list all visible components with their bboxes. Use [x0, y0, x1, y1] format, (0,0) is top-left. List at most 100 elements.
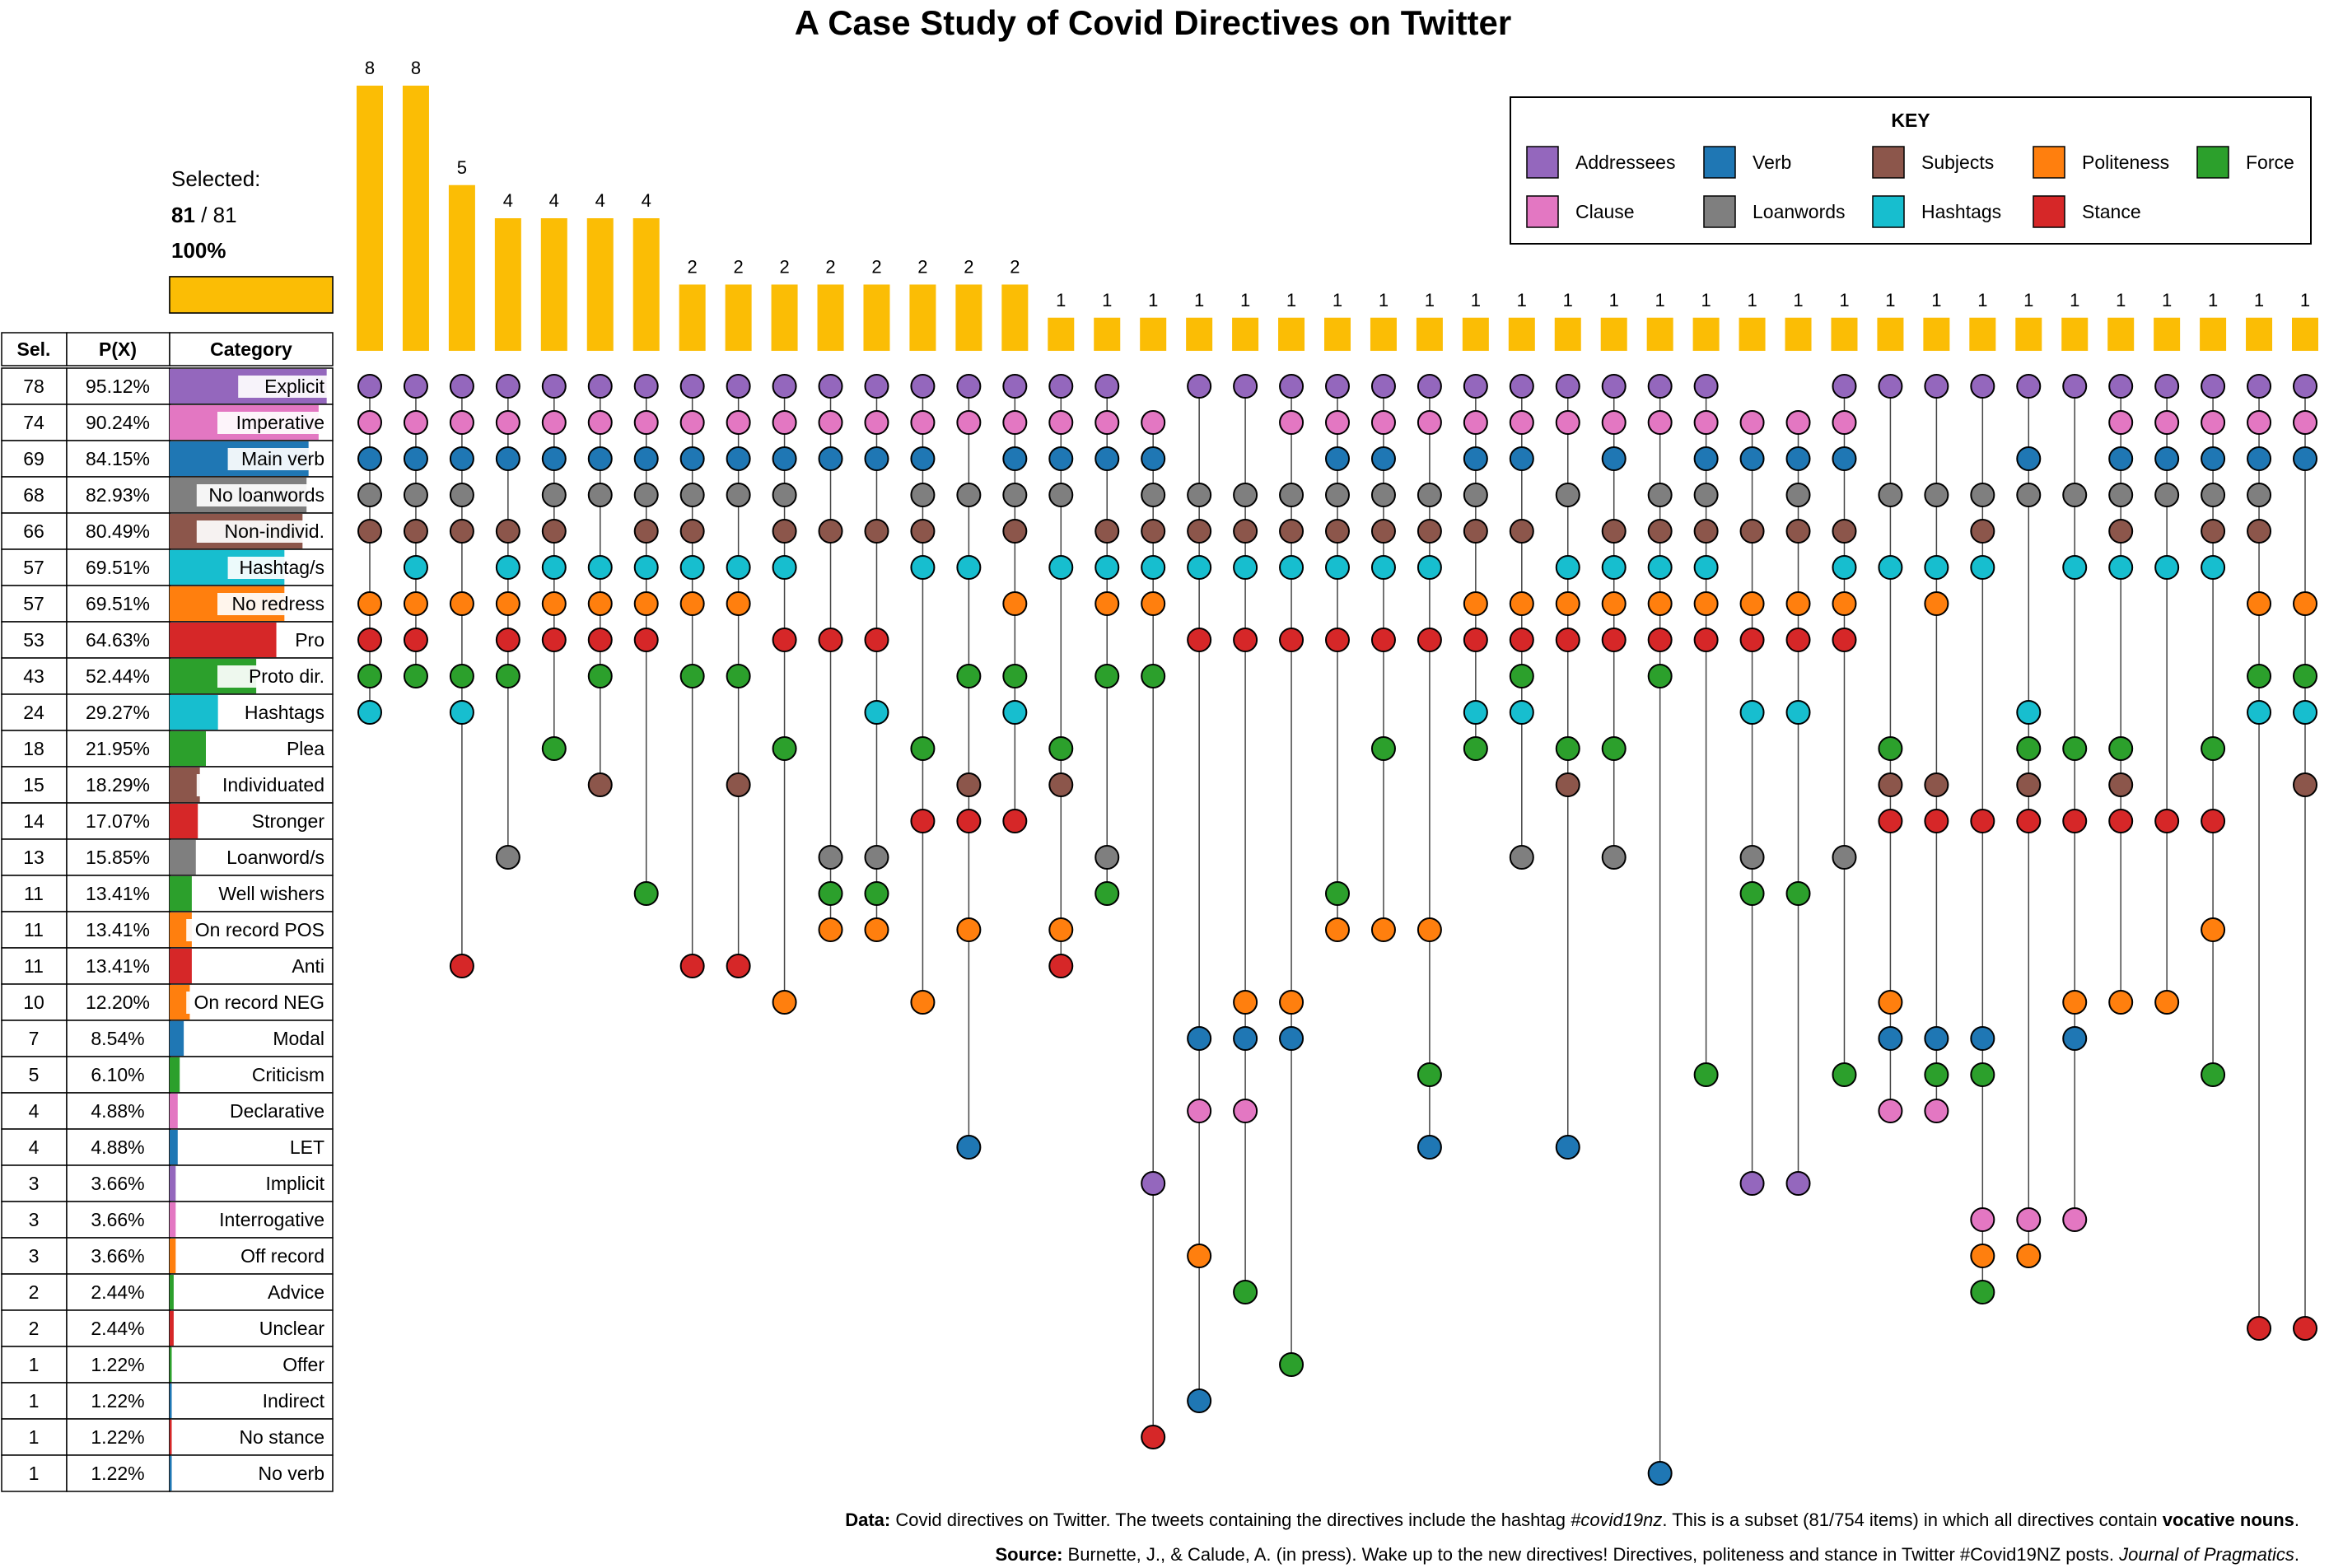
intersection-count: 4 — [642, 190, 651, 211]
category-p: 95.12% — [86, 376, 150, 397]
legend-swatch — [1526, 146, 1559, 179]
membership-dot — [1233, 483, 1258, 507]
intersection-bar — [632, 218, 660, 351]
membership-dot — [1785, 881, 1811, 906]
membership-dot — [495, 446, 520, 471]
membership-dot — [449, 446, 474, 471]
category-label: No stance — [239, 1426, 324, 1448]
intersection-column — [726, 374, 751, 978]
category-bar — [170, 623, 277, 657]
membership-dot — [726, 591, 751, 616]
membership-dot — [1693, 410, 1719, 435]
membership-dot — [2016, 736, 2042, 761]
category-p: 4.88% — [91, 1100, 144, 1122]
category-label-bg — [279, 955, 328, 978]
category-label-bg — [196, 883, 328, 905]
membership-dot — [1048, 446, 1074, 471]
membership-dot — [772, 736, 797, 761]
intersection-column — [1785, 410, 1811, 1196]
membership-dot — [1187, 555, 1212, 580]
membership-dot — [2108, 772, 2134, 797]
membership-dot — [1370, 446, 1396, 471]
intersection-column — [495, 374, 520, 870]
category-row-no-redress: 57 69.51% No redress — [1, 585, 334, 623]
membership-dot — [1094, 664, 1120, 688]
membership-dot — [1141, 410, 1166, 435]
membership-dot — [1048, 954, 1074, 978]
category-p: 29.27% — [86, 702, 150, 723]
membership-dot — [2293, 446, 2317, 471]
category-label-bg — [238, 1390, 328, 1412]
membership-dot — [2247, 446, 2272, 471]
legend-swatch — [2033, 146, 2065, 179]
membership-dot — [1463, 628, 1488, 652]
footer-data-text-2: . This is a subset (81/754 items) in whi… — [1662, 1510, 2162, 1530]
membership-dot — [1279, 410, 1305, 435]
category-sel: 14 — [23, 810, 44, 832]
intersection-count: 1 — [1471, 290, 1481, 310]
category-sel: 2 — [29, 1281, 40, 1303]
category-p: 3.66% — [91, 1173, 144, 1194]
membership-dot — [1463, 519, 1488, 544]
membership-dot — [2062, 990, 2088, 1015]
category-label: Offer — [282, 1354, 324, 1375]
category-label-bg — [269, 1354, 328, 1376]
intersection-column — [1970, 374, 1995, 1304]
category-row-no-stance: 1 1.22% No stance — [1, 1418, 334, 1456]
membership-dot — [633, 374, 659, 399]
category-label: Advice — [268, 1281, 324, 1303]
membership-dot — [1878, 483, 1903, 507]
membership-dot — [1417, 410, 1442, 435]
membership-dot — [1417, 917, 1442, 942]
legend-swatch — [2196, 146, 2229, 179]
category-label-bg — [217, 1245, 328, 1267]
intersection-count: 1 — [1240, 290, 1250, 310]
membership-dot — [956, 374, 982, 399]
category-sel: 69 — [23, 448, 44, 469]
category-label: Stronger — [252, 810, 325, 832]
membership-dot — [587, 483, 613, 507]
intersection-bar — [1831, 317, 1858, 351]
category-label-bg — [227, 448, 328, 470]
membership-dot — [818, 446, 843, 471]
membership-dot — [1002, 809, 1028, 833]
intersection-bar — [1692, 317, 1720, 351]
membership-dot — [1739, 446, 1765, 471]
membership-dot — [1693, 519, 1719, 544]
category-label: Non-individ. — [225, 520, 324, 542]
category-sel: 18 — [23, 738, 44, 759]
category-row-explicit: 78 95.12% Explicit — [1, 367, 334, 405]
membership-dot — [1832, 1062, 1857, 1087]
membership-dot — [1279, 990, 1305, 1015]
legend-label: Loanwords — [1753, 201, 1846, 222]
category-bar — [170, 1239, 176, 1273]
membership-dot — [956, 772, 982, 797]
category-label: No redress — [232, 593, 324, 614]
membership-dot — [449, 483, 474, 507]
membership-dot — [357, 410, 382, 435]
membership-dot — [1094, 591, 1120, 616]
membership-dot — [1370, 555, 1396, 580]
membership-dot — [1509, 519, 1534, 544]
membership-dot — [403, 374, 428, 399]
membership-dot — [1739, 881, 1765, 906]
membership-dot — [1509, 628, 1534, 652]
membership-dot — [1509, 591, 1534, 616]
intersection-column — [403, 374, 428, 688]
membership-dot — [1233, 519, 1258, 544]
category-label-bg — [217, 665, 328, 688]
membership-dot — [2201, 374, 2226, 399]
selected-count-total: / 81 — [201, 203, 236, 227]
membership-dot — [1279, 555, 1305, 580]
membership-dot — [2108, 736, 2134, 761]
category-label-bg — [238, 1173, 328, 1195]
legend-item-subjects: Subjects — [1872, 146, 1994, 179]
intersection-column — [1233, 374, 1258, 1304]
intersection-bar — [2015, 317, 2042, 351]
header-sel: Sel. — [17, 338, 51, 360]
category-label: On record POS — [195, 919, 324, 940]
membership-dot — [1878, 736, 1903, 761]
membership-dot — [1924, 1062, 1949, 1087]
category-bar — [170, 804, 198, 838]
category-p: 1.22% — [91, 1354, 144, 1375]
